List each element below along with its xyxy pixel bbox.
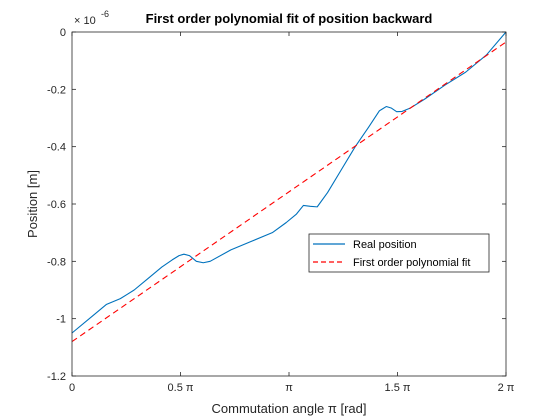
axes-layer: 0 0.5 π π 1.5 π 2 π 0 -0.2 -0.4 -0.6 -0.8 -1 -1.2	[47, 27, 515, 394]
y-tick-label: -0.6	[47, 199, 66, 211]
y-tick-label: -1.2	[47, 371, 66, 383]
y-tick-label: 0	[60, 27, 66, 39]
y-tick-label: -1	[56, 314, 66, 326]
legend-label-polynomial-fit: First order polynomial fit	[353, 257, 470, 269]
chart-title: First order polynomial fit of position b…	[146, 11, 433, 26]
y-tick-label: -0.4	[47, 142, 66, 154]
exponent-base: × 10	[74, 15, 96, 27]
x-tick-label: 0	[69, 382, 75, 394]
y-tick-label: -0.8	[47, 256, 66, 268]
x-tick-label: 1.5 π	[385, 382, 411, 394]
legend: Real position First order polynomial fit	[308, 233, 490, 273]
x-axis-label: Commutation angle π [rad]	[212, 401, 367, 416]
series-line-polynomial-fit	[71, 41, 507, 343]
plot-background	[72, 32, 506, 376]
x-tick-label: 0.5 π	[168, 382, 194, 394]
series-layer	[71, 31, 507, 343]
legend-label-real-position: Real position	[353, 239, 417, 251]
exponent-power: -6	[101, 9, 109, 19]
series-line-real-position	[71, 31, 507, 334]
x-tick-label: π	[285, 382, 293, 394]
x-tick-label: 2 π	[498, 382, 515, 394]
exponent-label: × 10 -6	[74, 9, 109, 27]
y-tick-label: -0.2	[47, 84, 66, 96]
legend-box	[308, 233, 490, 273]
plot-area	[72, 32, 506, 376]
y-axis-label: Position [m]	[25, 170, 40, 238]
